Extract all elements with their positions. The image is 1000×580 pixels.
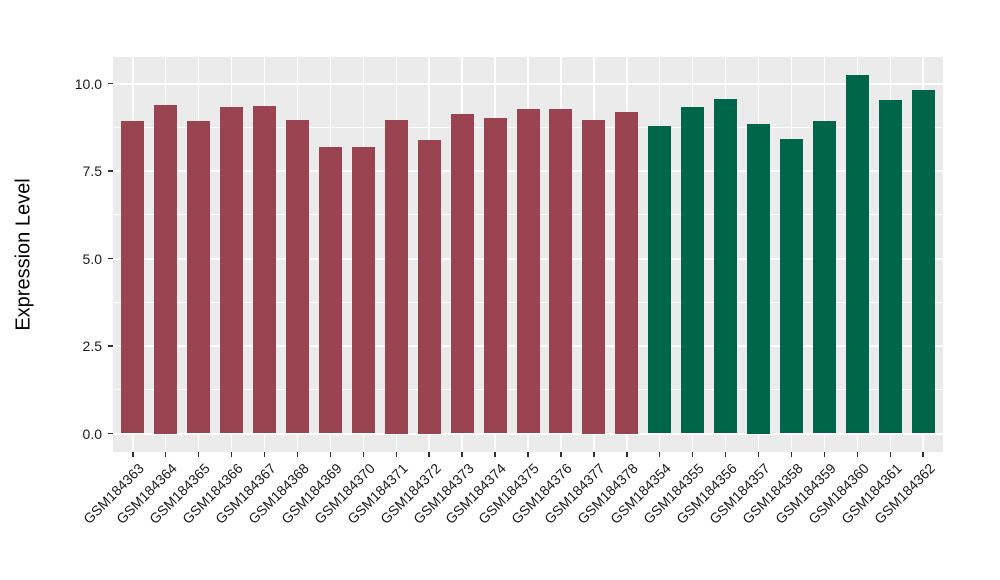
x-tick-mark-GSM184377 <box>593 452 595 457</box>
bar-GSM184370 <box>351 146 375 434</box>
y-tick-label-5: 5.0 <box>82 250 102 267</box>
bar-GSM184358 <box>779 139 803 434</box>
bar-GSM184368 <box>285 119 309 434</box>
y-tick-mark-5 <box>108 257 113 260</box>
y-tick-mark-7.5 <box>108 170 113 172</box>
x-tick-mark-GSM184374 <box>494 452 496 457</box>
x-tick-mark-GSM184366 <box>230 452 233 457</box>
bar-GSM184356 <box>714 98 738 434</box>
bar-GSM184378 <box>615 111 639 434</box>
y-tick-label-7.5: 7.5 <box>82 163 102 179</box>
bar-GSM184364 <box>154 104 178 434</box>
x-tick-mark-GSM184372 <box>428 452 430 457</box>
x-tick-mark-GSM184355 <box>691 452 694 457</box>
y-tick-label-2.5: 2.5 <box>82 338 102 354</box>
bar-GSM184363 <box>121 120 145 434</box>
y-tick-mark-2.5 <box>108 345 113 347</box>
bar-GSM184375 <box>516 109 540 434</box>
y-tick-label-10: 10.0 <box>74 75 102 92</box>
x-tick-mark-GSM184364 <box>164 452 167 457</box>
bar-GSM184369 <box>318 146 342 434</box>
x-tick-mark-GSM184363 <box>132 452 134 457</box>
bar-GSM184361 <box>878 100 902 434</box>
x-tick-mark-GSM184370 <box>362 452 365 457</box>
x-tick-mark-GSM184357 <box>757 452 760 457</box>
x-tick-mark-GSM184375 <box>527 452 529 457</box>
x-tick-mark-GSM184365 <box>197 452 200 457</box>
bar-GSM184373 <box>450 114 474 434</box>
x-tick-mark-GSM184373 <box>461 452 463 457</box>
x-tick-mark-GSM184360 <box>856 452 859 457</box>
x-tick-mark-GSM184356 <box>724 452 727 457</box>
bar-GSM184376 <box>549 109 573 434</box>
bar-GSM184359 <box>812 121 836 434</box>
bar-GSM184354 <box>648 125 672 434</box>
y-tick-mark-10 <box>108 82 113 85</box>
x-tick-mark-GSM184367 <box>263 452 266 457</box>
bar-GSM184374 <box>483 117 507 434</box>
bar-GSM184367 <box>253 105 276 434</box>
y-tick-mark-0 <box>108 432 113 435</box>
bar-GSM184371 <box>384 120 408 434</box>
x-tick-mark-GSM184359 <box>823 452 826 457</box>
x-tick-mark-GSM184361 <box>889 452 892 457</box>
plot-panel <box>113 57 943 452</box>
y-tick-label-0: 0.0 <box>82 425 102 442</box>
x-tick-mark-GSM184354 <box>658 452 661 457</box>
x-tick-mark-GSM184376 <box>560 452 562 457</box>
bar-GSM184365 <box>187 120 211 434</box>
x-tick-mark-GSM184358 <box>790 452 793 457</box>
x-tick-mark-GSM184362 <box>922 452 924 457</box>
bar-GSM184355 <box>681 106 705 434</box>
bar-GSM184366 <box>220 107 244 434</box>
bar-GSM184377 <box>582 120 606 434</box>
bar-GSM184360 <box>845 75 869 434</box>
x-tick-mark-GSM184368 <box>296 452 299 457</box>
bar-GSM184357 <box>747 123 771 434</box>
x-tick-mark-GSM184378 <box>626 452 628 457</box>
x-tick-mark-GSM184369 <box>329 452 332 457</box>
bar-GSM184362 <box>911 89 935 434</box>
x-tick-mark-GSM184371 <box>395 452 397 457</box>
bar-GSM184372 <box>417 139 441 434</box>
